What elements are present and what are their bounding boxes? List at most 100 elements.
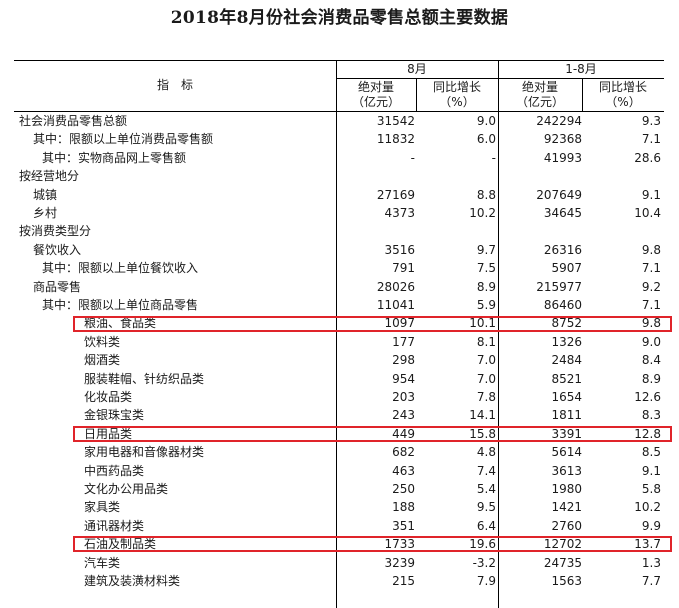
ytd-absolute-cell: 1326 <box>551 334 582 349</box>
table-row: 按消费类型分 <box>0 222 679 240</box>
row-label: 化妆品类 <box>84 390 133 404</box>
table-top-border <box>14 60 664 61</box>
aug-absolute-cell: 27169 <box>376 187 415 202</box>
column-divider-period <box>498 60 499 608</box>
ytd-yoy-cell: 8.9 <box>641 371 661 386</box>
table-row: 其中：实物商品网上零售额 - - 41993 28.6 <box>0 149 679 167</box>
aug-yoy-cell: 7.8 <box>476 390 496 404</box>
aug-yoy-cell: 6.0 <box>476 132 496 147</box>
aug-yoy-cell: 10.1 <box>469 316 496 331</box>
aug-absolute-cell: 954 <box>392 371 415 386</box>
column-divider-indicator <box>336 60 337 608</box>
page-title: 2018年8月份社会消费品零售总额主要数据 <box>170 8 509 28</box>
table-row: 化妆品类 203 7.8 1654 12.6 <box>0 388 679 406</box>
table-row: 按经营地分 <box>0 167 679 185</box>
row-label: 按经营地分 <box>19 169 80 184</box>
row-label: 金银珠宝类 <box>84 408 145 423</box>
row-label: 其中：限额以上单位餐饮收入 <box>42 261 199 276</box>
ytd-yoy-cell: 12.6 <box>634 390 661 404</box>
aug-absolute-cell: 4373 <box>384 206 415 220</box>
aug-yoy-cell: 4.8 <box>476 445 496 460</box>
table-row: 城镇 27169 8.8 207649 9.1 <box>0 186 679 204</box>
aug-yoy-cell: 15.8 <box>469 426 496 441</box>
ytd-absolute-cell: 34645 <box>543 206 582 220</box>
aug-absolute-cell: 243 <box>392 408 415 423</box>
ytd-absolute-header: 绝对量 （亿元） <box>515 80 564 109</box>
ytd-absolute-cell: 1811 <box>551 408 582 423</box>
aug-yoy-cell: 7.0 <box>476 371 496 386</box>
table-row: 服装鞋帽、针纺织品类 954 7.0 8521 8.9 <box>0 370 679 388</box>
row-label: 家用电器和音像器材类 <box>84 445 205 460</box>
ytd-absolute-cell: 26316 <box>543 242 582 257</box>
ytd-yoy-cell: 9.8 <box>641 242 661 257</box>
table-row: 其中：限额以上单位消费品零售额 11832 6.0 92368 7.1 <box>0 130 679 148</box>
row-label: 通讯器材类 <box>84 518 145 533</box>
table-row: 文化办公用品类 250 5.4 1980 5.8 <box>0 480 679 498</box>
aug-absolute-cell: 298 <box>392 353 415 368</box>
ytd-yoy-cell: 10.2 <box>634 500 661 515</box>
table-row: 金银珠宝类 243 14.1 1811 8.3 <box>0 406 679 424</box>
ytd-absolute-cell: 3391 <box>551 426 582 441</box>
table-row: 家具类 188 9.5 1421 10.2 <box>0 498 679 516</box>
aug-yoy-cell: 6.4 <box>476 518 496 533</box>
table-row: 餐饮收入 3516 9.7 26316 9.8 <box>0 241 679 259</box>
ytd-yoy-cell: 12.8 <box>634 426 661 441</box>
ytd-absolute-cell: 5907 <box>551 261 582 276</box>
row-label: 家具类 <box>84 500 121 515</box>
ytd-absolute-cell: 92368 <box>543 132 582 147</box>
ytd-absolute-cell: 2760 <box>551 518 582 533</box>
table-row: 日用品类 449 15.8 3391 12.8 <box>0 425 679 443</box>
ytd-yoy-cell: 7.1 <box>641 132 661 147</box>
aug-yoy-cell: 8.9 <box>476 279 496 294</box>
ytd-yoy-cell: 7.1 <box>641 261 661 276</box>
ytd-absolute-cell: 8752 <box>551 316 582 331</box>
aug-yoy-cell: 7.9 <box>476 574 496 588</box>
ytd-absolute-cell: 1563 <box>551 574 582 588</box>
column-divider-ytd <box>582 78 583 111</box>
row-label: 城镇 <box>33 187 58 202</box>
aug-yoy-cell: 8.1 <box>476 334 496 349</box>
ytd-yoy-cell: 13.7 <box>634 537 661 552</box>
row-label: 石油及制品类 <box>84 537 157 552</box>
ytd-absolute-cell: 207649 <box>536 187 582 202</box>
ytd-absolute-cell: 3613 <box>551 463 582 478</box>
ytd-yoy-cell: 8.5 <box>641 445 661 460</box>
aug-absolute-cell: 791 <box>392 261 415 276</box>
aug-yoy-cell: 14.1 <box>469 408 496 423</box>
table-row: 其中：限额以上单位餐饮收入 791 7.5 5907 7.1 <box>0 259 679 277</box>
aug-absolute-cell: 215 <box>392 574 415 588</box>
aug-absolute-cell: 3516 <box>384 242 415 257</box>
ytd-absolute-cell: 215977 <box>536 279 582 294</box>
aug-absolute-cell: 1097 <box>384 316 415 331</box>
aug-yoy-cell: 9.0 <box>476 114 496 128</box>
aug-absolute-cell: 463 <box>392 463 415 478</box>
aug-absolute-cell: 188 <box>392 500 415 515</box>
table-row: 建筑及装潢材料类 215 7.9 1563 7.7 <box>0 572 679 590</box>
aug-yoy-cell: - <box>491 150 496 165</box>
aug-yoy-cell: 9.7 <box>476 242 496 257</box>
aug-absolute-cell: 177 <box>392 334 415 349</box>
indicator-header: 指 标 <box>156 78 193 92</box>
table-row: 石油及制品类 1733 19.6 12702 13.7 <box>0 535 679 553</box>
aug-yoy-cell: 9.5 <box>476 500 496 515</box>
row-label: 建筑及装潢材料类 <box>84 574 181 588</box>
ytd-absolute-cell: 2484 <box>551 353 582 368</box>
table-row: 饮料类 177 8.1 1326 9.0 <box>0 333 679 351</box>
aug-absolute-cell: 1733 <box>384 537 415 552</box>
row-label: 日用品类 <box>84 426 133 441</box>
ytd-yoy-cell: 9.1 <box>641 187 661 202</box>
highlight-box <box>73 536 672 553</box>
table-row: 家用电器和音像器材类 682 4.8 5614 8.5 <box>0 443 679 461</box>
ytd-yoy-cell: 9.9 <box>641 518 661 533</box>
aug-absolute-cell: 250 <box>392 482 415 496</box>
row-label: 乡村 <box>33 206 58 220</box>
row-label: 社会消费品零售总额 <box>19 114 128 128</box>
ytd-yoy-cell: 9.3 <box>641 114 661 128</box>
ytd-yoy-cell: 28.6 <box>634 150 661 165</box>
row-label: 其中：限额以上单位消费品零售额 <box>33 132 214 147</box>
ytd-yoy-cell: 10.4 <box>634 206 661 220</box>
aug-absolute-cell: 449 <box>392 426 415 441</box>
row-label: 中西药品类 <box>84 463 145 478</box>
aug-absolute-cell: 351 <box>392 518 415 533</box>
ytd-yoy-cell: 1.3 <box>641 555 661 570</box>
